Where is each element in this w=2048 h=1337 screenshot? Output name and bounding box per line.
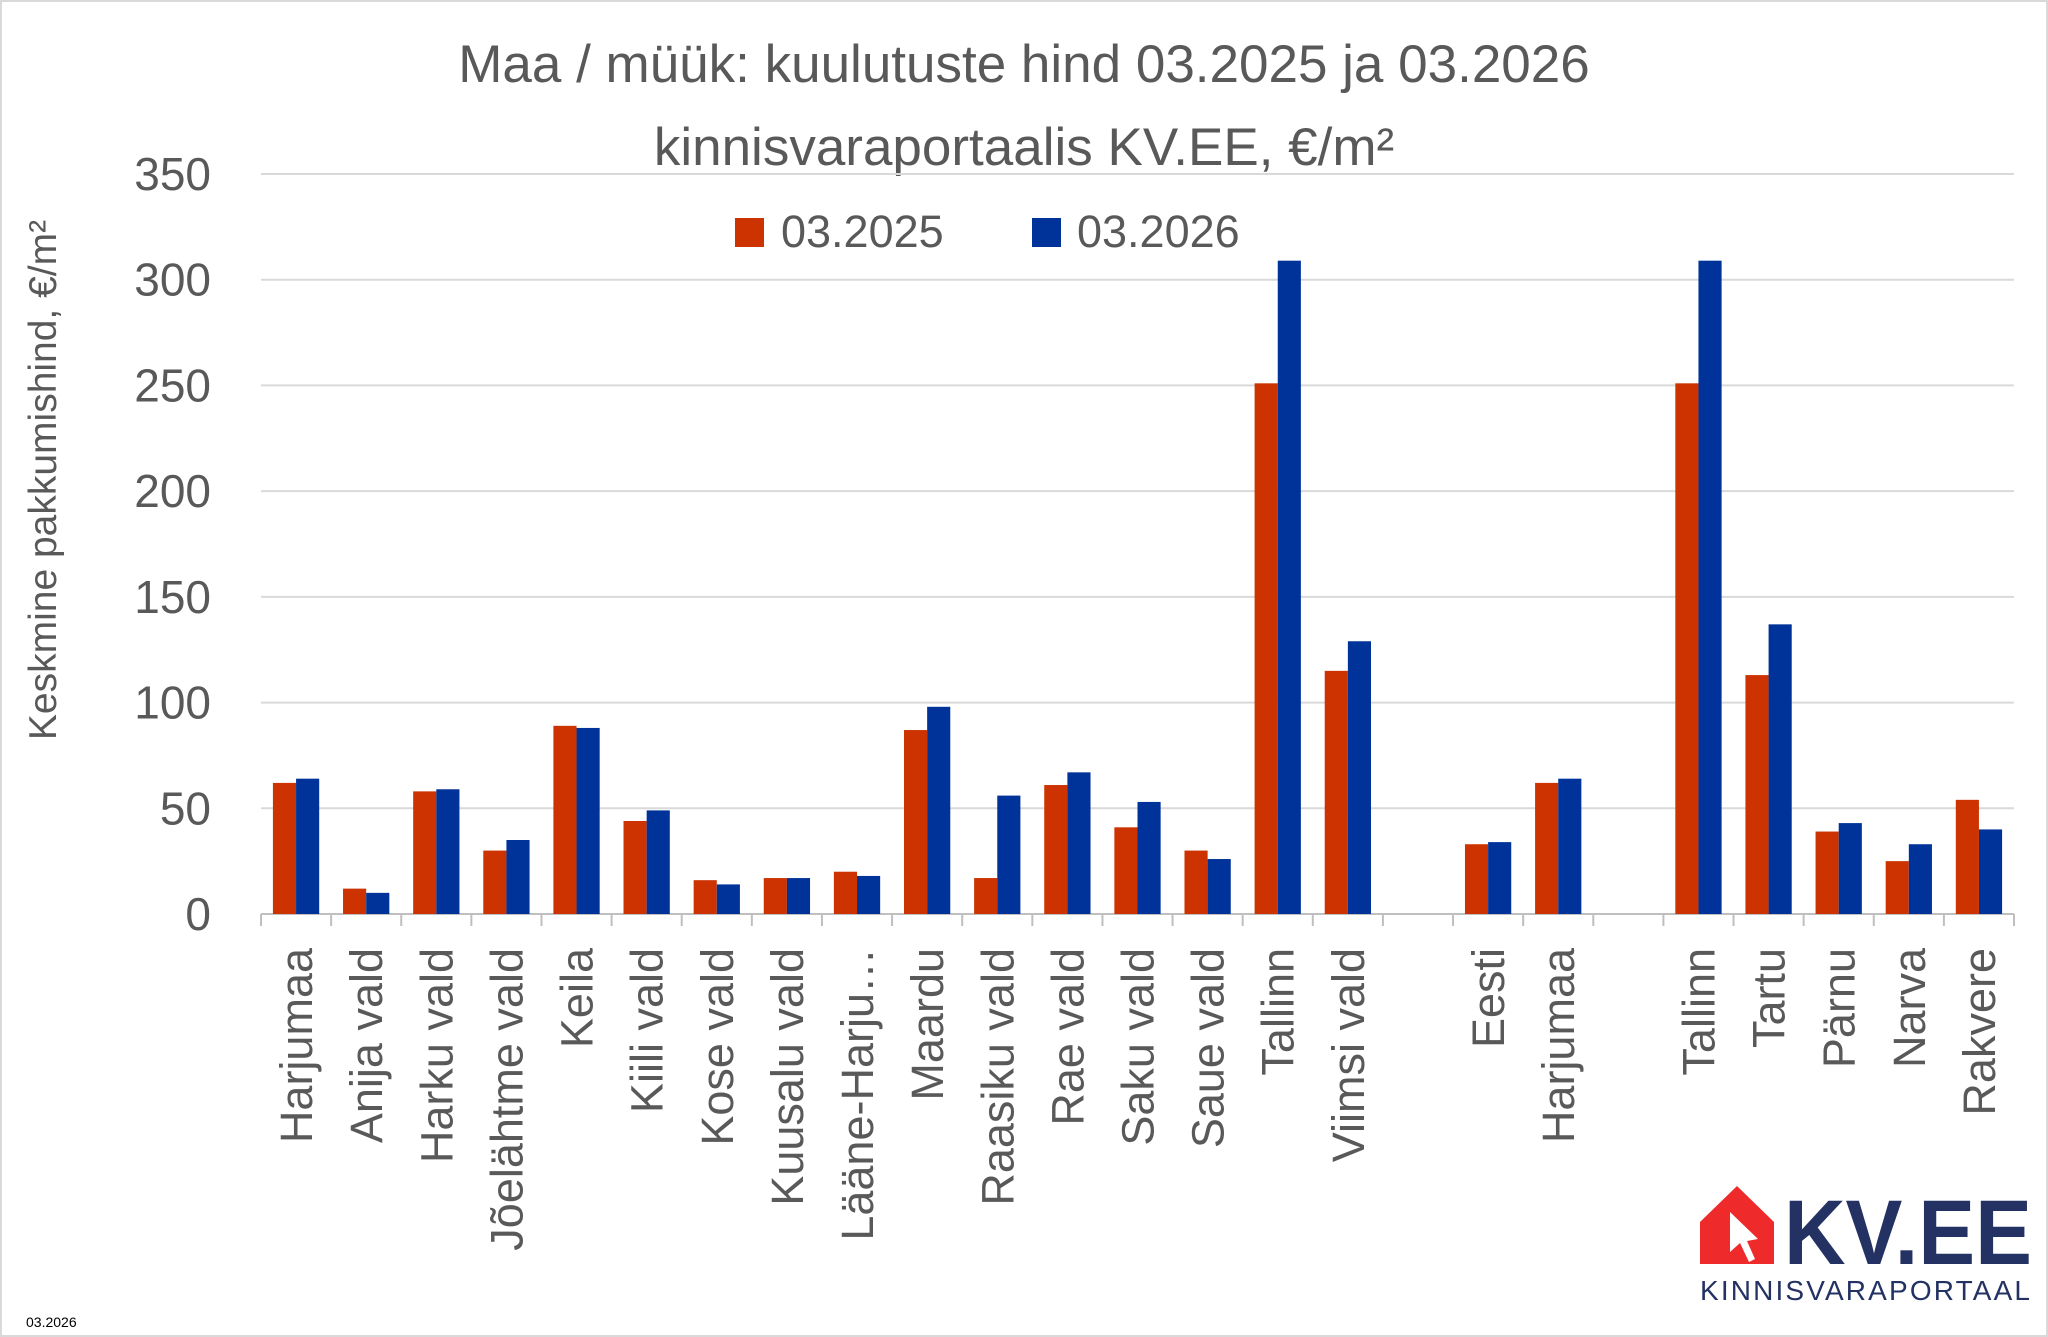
y-tick-label: 300: [134, 254, 211, 306]
x-tick-labels: Harjumaa Anija vald Harku vald Jõelähtme va…: [271, 947, 2005, 1251]
bar-03.2025: [553, 725, 577, 914]
bar-03.2026: [927, 706, 951, 914]
bar-03.2025: [272, 782, 297, 914]
bar-03.2026: [786, 878, 811, 914]
y-tick-label: 250: [134, 359, 211, 411]
x-tick-label: Tartu: [1744, 948, 1795, 1048]
bar-03.2026: [1838, 823, 1862, 914]
bar-03.2025: [1675, 383, 1699, 914]
bar-03.2026: [857, 875, 881, 914]
footer-date: 03.2026: [26, 1314, 77, 1330]
x-tick-label: Kose vald: [692, 948, 743, 1146]
y-tick-label: 350: [134, 148, 211, 200]
bar-03.2026: [1277, 260, 1301, 915]
bar-03.2026: [997, 795, 1021, 914]
bar-03.2025: [693, 880, 717, 914]
x-tick-label: Rae vald: [1042, 948, 1093, 1126]
bar-03.2025: [1254, 383, 1278, 914]
x-tick-label: Saku vald: [1113, 948, 1164, 1146]
bar-03.2026: [506, 840, 530, 914]
bars: [272, 260, 2003, 915]
x-tick-label: Tallinn: [1673, 948, 1724, 1076]
bar-03.2025: [1955, 799, 1979, 914]
bar-03.2025: [1464, 844, 1489, 914]
y-tick-label: 150: [134, 571, 211, 623]
bar-03.2026: [436, 789, 460, 914]
y-tick-label: 0: [185, 888, 211, 940]
x-tick-label: Rakvere: [1954, 948, 2005, 1116]
legend-swatch-2026: [1032, 218, 1061, 247]
svg-text:KV.EE: KV.EE: [1784, 1182, 2032, 1284]
x-tick-label: Harku vald: [411, 948, 462, 1163]
x-tick-label: Kiili vald: [622, 948, 673, 1113]
bar-03.2026: [716, 884, 740, 914]
legend: 03.2025 03.2026: [735, 206, 1240, 257]
bar-03.2025: [904, 730, 928, 914]
bar-03.2025: [1184, 850, 1208, 914]
bar-03.2026: [1207, 859, 1231, 914]
x-tick-label: Lääne-Harju…: [832, 948, 883, 1241]
x-tick-label: Maardu: [902, 948, 953, 1101]
bar-03.2025: [623, 820, 647, 914]
bar-03.2026: [1488, 842, 1512, 914]
chart-title-line2: kinnisvaraportaalis KV.EE, €/m²: [654, 118, 1394, 177]
kv-ee-logo: KV.EE KINNISVARAPORTAAL: [1700, 1182, 2032, 1306]
y-tick-label: 50: [160, 782, 211, 834]
bar-03.2026: [1137, 801, 1161, 914]
bar-03.2026: [646, 810, 670, 914]
bar-03.2026: [1558, 778, 1582, 914]
x-tick-label: Kuusalu vald: [762, 948, 813, 1206]
bar-03.2025: [343, 888, 367, 914]
x-tick-label: Viimsi vald: [1323, 948, 1374, 1162]
y-tick-labels: 0 50 100 150 200 250 300 350: [134, 148, 211, 940]
bar-03.2026: [1978, 829, 2003, 914]
bar-03.2026: [1768, 624, 1792, 914]
x-tick-label: Harjumaa: [271, 947, 322, 1143]
x-tick-label: Jõelähtme vald: [481, 948, 532, 1251]
bar-03.2025: [974, 878, 998, 914]
chart-title-line1: Maa / müük: kuulutuste hind 03.2025 ja 0…: [458, 35, 1589, 94]
x-tick-label: Eesti: [1463, 948, 1514, 1048]
bar-03.2025: [1815, 831, 1839, 914]
bar-03.2025: [1044, 785, 1068, 914]
bar-03.2026: [1908, 844, 1932, 914]
bar-03.2025: [1745, 675, 1769, 914]
bar-03.2026: [576, 727, 600, 914]
x-tick-label: Pärnu: [1814, 948, 1865, 1068]
x-tick-label: Saue vald: [1183, 948, 1234, 1148]
x-tick-label: Tallinn: [1253, 948, 1304, 1076]
x-tick-label: Narva: [1884, 947, 1935, 1068]
bar-03.2026: [1347, 641, 1371, 914]
bar-03.2025: [1324, 670, 1348, 914]
bar-03.2025: [1885, 861, 1909, 914]
cursor-icon: [1730, 1212, 1758, 1262]
bar-03.2026: [366, 892, 390, 914]
svg-text:KINNISVARAPORTAAL: KINNISVARAPORTAAL: [1700, 1275, 2030, 1306]
legend-swatch-2025: [735, 218, 764, 247]
bar-03.2025: [413, 791, 437, 914]
bar-03.2026: [296, 778, 320, 914]
x-tick-label: Anija vald: [341, 948, 392, 1143]
bar-03.2025: [763, 878, 787, 914]
bar-03.2026: [1067, 772, 1091, 914]
bar-03.2025: [483, 850, 507, 914]
y-tick-label: 200: [134, 465, 211, 517]
bar-03.2025: [1535, 782, 1559, 914]
x-tick-label: Raasiku vald: [972, 948, 1023, 1206]
gridlines: [260, 173, 2015, 926]
x-tick-label: Harjumaa: [1533, 947, 1584, 1143]
y-axis-label: Keskmine pakkumishind, €/m²: [22, 220, 65, 740]
y-tick-label: 100: [134, 677, 211, 729]
bar-03.2026: [1698, 260, 1722, 915]
x-tick-label: Keila: [552, 947, 603, 1048]
legend-label-2026: 03.2026: [1077, 206, 1240, 257]
legend-label-2025: 03.2025: [781, 206, 944, 257]
bar-03.2025: [1114, 827, 1138, 914]
bar-03.2025: [833, 871, 858, 914]
